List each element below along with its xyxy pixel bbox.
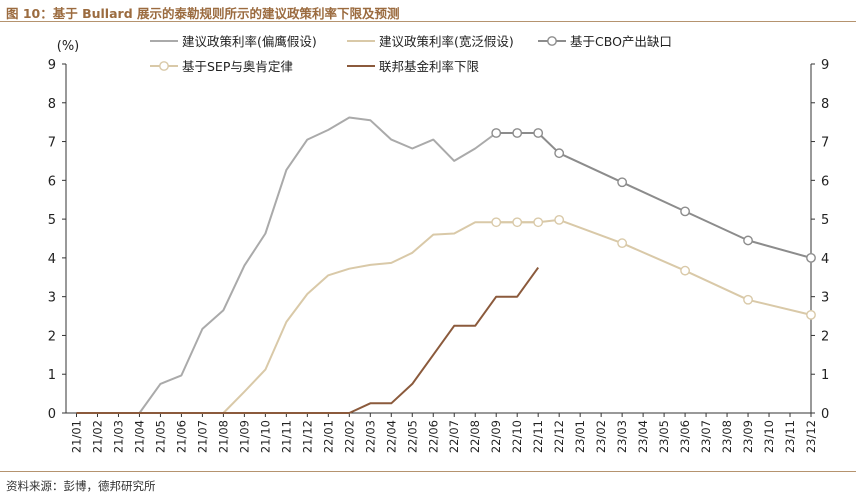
y-tick-label-right: 8 — [821, 97, 829, 112]
data-point-marker — [554, 214, 565, 225]
y-tick-label-left: 0 — [48, 407, 56, 422]
x-tick-label: 22/01 — [321, 420, 335, 453]
x-tick-label: 21/06 — [174, 420, 188, 453]
x-tick-label: 22/11 — [531, 420, 545, 453]
legend-marker — [159, 61, 169, 71]
x-tick-label: 21/09 — [237, 420, 251, 453]
x-tick-label: 22/03 — [363, 420, 377, 453]
series-fed-floor-line — [76, 267, 540, 414]
legend-label: 建议政策利率(偏鹰假设) — [182, 34, 317, 49]
series-cbo-line — [496, 132, 812, 259]
data-point-marker — [680, 265, 690, 276]
legend-label: 基于SEP与奥肯定律 — [182, 59, 293, 74]
y-tick-label-left: 7 — [48, 136, 56, 151]
x-tick-label: 21/07 — [195, 420, 209, 453]
series-loose-line — [76, 221, 539, 414]
x-tick-label: 21/10 — [258, 420, 272, 453]
x-tick-label: 21/04 — [132, 420, 146, 453]
y-tick-label-left: 8 — [48, 97, 56, 112]
x-tick-label: 22/08 — [468, 420, 482, 453]
y-tick-label-left: 3 — [48, 291, 56, 306]
data-point-marker — [743, 235, 753, 246]
data-point-marker — [512, 217, 523, 228]
y-tick-label-left: 6 — [48, 174, 56, 189]
y-unit-label: (%) — [57, 39, 80, 54]
y-tick-label-right: 0 — [821, 407, 829, 422]
line-chart: 0 01 12 23 34 45 56 67 78 89 9(%)21/01 21/02 21/03 21… — [48, 34, 830, 453]
legend-label: 建议政策利率(宽泛假设) — [379, 34, 514, 49]
y-tick-label-left: 5 — [48, 213, 56, 228]
x-tick-label: 23/04 — [636, 420, 650, 453]
data-point-marker — [617, 238, 628, 249]
data-point-marker — [491, 128, 502, 138]
x-tick-label: 23/07 — [699, 420, 713, 453]
x-tick-label: 23/02 — [594, 420, 608, 453]
x-tick-label: 23/05 — [657, 420, 671, 453]
figure-title: 图 10：基于 Bullard 展示的泰勒规则所示的建议政策利率下限及预测 — [6, 6, 400, 21]
y-tick-label-right: 6 — [821, 174, 829, 189]
x-tick-label: 23/11 — [783, 420, 797, 453]
y-tick-label-right: 2 — [821, 329, 829, 344]
y-tick-label-right: 9 — [821, 58, 829, 73]
legend-label: 基于CBO产出缺口 — [570, 34, 672, 49]
data-point-marker — [806, 252, 816, 263]
y-tick-label-right: 5 — [821, 213, 829, 228]
y-tick-label-left: 4 — [48, 252, 56, 267]
y-tick-label-right: 4 — [821, 252, 829, 267]
x-tick-label: 23/03 — [615, 420, 629, 453]
data-point-marker — [491, 217, 502, 228]
x-tick-label: 22/04 — [384, 420, 398, 453]
y-tick-label-left: 2 — [48, 329, 56, 344]
x-tick-label: 23/01 — [573, 420, 587, 453]
series-sep-line — [496, 218, 812, 316]
data-point-marker — [533, 217, 544, 228]
x-tick-label: 21/02 — [90, 420, 104, 453]
data-point-marker — [533, 128, 544, 138]
x-tick-label: 21/12 — [300, 420, 314, 453]
x-tick-label: 21/08 — [216, 420, 230, 453]
x-tick-label: 21/03 — [111, 420, 125, 453]
data-point-marker — [617, 177, 628, 188]
x-tick-label: 23/10 — [762, 420, 776, 453]
x-tick-label: 23/12 — [804, 420, 818, 453]
data-point-marker — [680, 206, 690, 217]
x-tick-label: 22/05 — [405, 420, 419, 453]
data-point-marker — [554, 148, 565, 159]
data-point-marker — [512, 128, 523, 138]
x-tick-label: 21/01 — [69, 420, 83, 453]
x-tick-label: 22/02 — [342, 420, 356, 453]
x-tick-label: 23/08 — [720, 420, 734, 453]
x-tick-label: 23/06 — [678, 420, 692, 453]
source-note: 资料来源：彭博，德邦研究所 — [6, 479, 156, 493]
legend-marker — [547, 36, 557, 46]
series-biased-line — [76, 116, 539, 414]
x-tick-label: 22/07 — [447, 420, 461, 453]
legend-label: 联邦基金利率下限 — [379, 59, 480, 74]
source-divider — [0, 471, 856, 472]
x-tick-label: 21/05 — [153, 420, 167, 453]
data-point-marker — [743, 294, 753, 305]
x-tick-label: 23/09 — [741, 420, 755, 453]
y-tick-label-right: 3 — [821, 291, 829, 306]
y-tick-label-right: 1 — [821, 368, 829, 383]
x-tick-label: 22/06 — [426, 420, 440, 453]
y-tick-label-left: 9 — [48, 58, 56, 73]
title-divider — [0, 21, 856, 22]
y-tick-label-left: 1 — [48, 368, 56, 383]
x-tick-label: 22/09 — [489, 420, 503, 453]
x-tick-label: 22/12 — [552, 420, 566, 453]
x-tick-label: 22/10 — [510, 420, 524, 453]
y-tick-label-right: 7 — [821, 136, 829, 151]
x-tick-label: 21/11 — [279, 420, 293, 453]
data-point-marker — [806, 309, 816, 320]
